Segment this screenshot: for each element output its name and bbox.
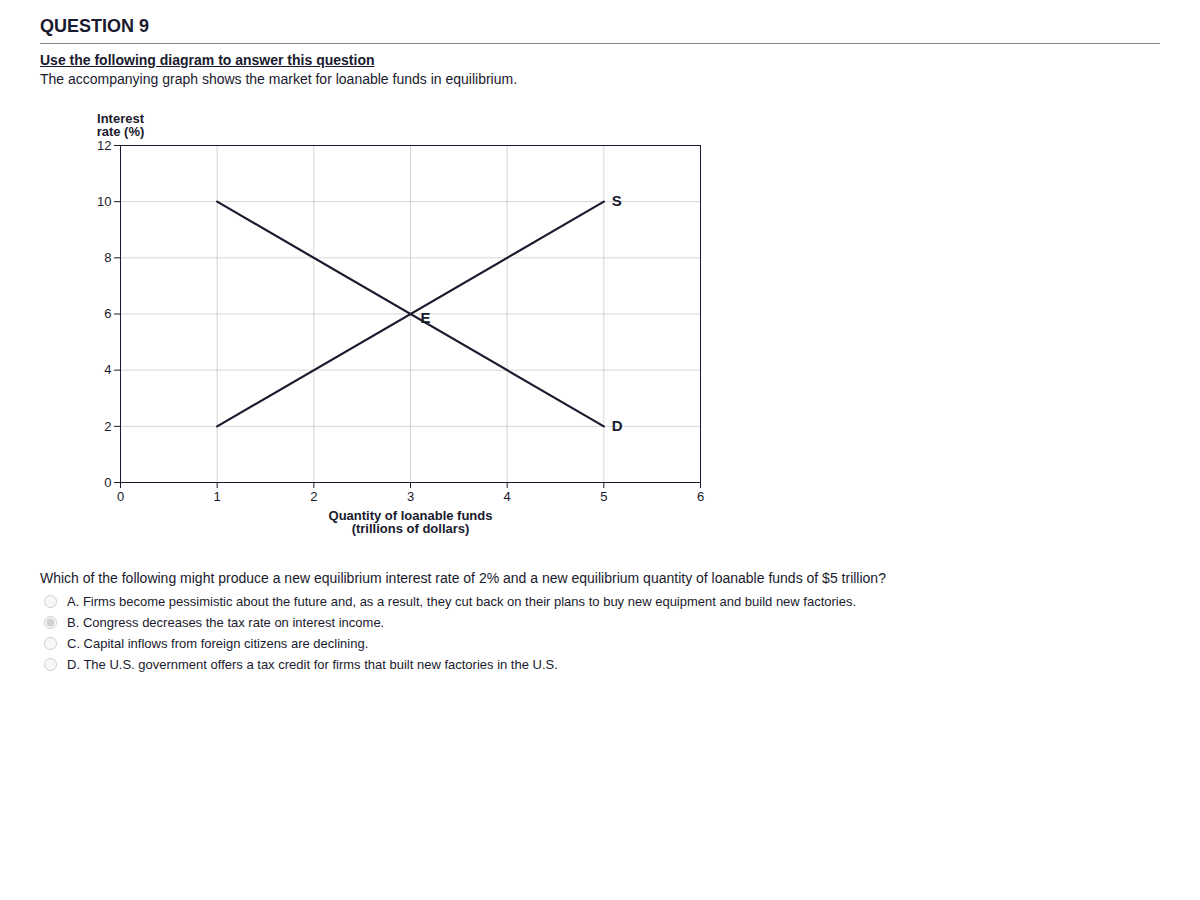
- html-text:The accompanying graph shows t: The accompanying graph shows the market …: [40, 71, 517, 87]
- svg-text:6: 6: [697, 489, 704, 504]
- svg-text:6: 6: [104, 306, 111, 321]
- svg-text:S: S: [612, 192, 622, 209]
- svg-text:12: 12: [97, 138, 111, 153]
- html-text:Use the following diagram to a: Use the following diagram to answer this…: [40, 52, 375, 68]
- html-text:Which of the following might p: Which of the following might produce a n…: [40, 570, 886, 586]
- svg-text:4: 4: [104, 362, 111, 377]
- svg-text:Interestrate (%): Interestrate (%): [97, 111, 145, 139]
- svg-text:3: 3: [407, 489, 414, 504]
- svg-text:8: 8: [104, 250, 111, 265]
- svg-text:Quantity of loanable funds(tri: Quantity of loanable funds(trillions of …: [329, 508, 493, 536]
- svg-text:5: 5: [600, 489, 607, 504]
- html-text:D. The U.S. government offers: D. The U.S. government offers a tax cred…: [67, 657, 558, 672]
- svg-text:1: 1: [214, 489, 221, 504]
- svg-text:D: D: [612, 417, 623, 434]
- html-text:QUESTION 9: QUESTION 9: [40, 16, 149, 36]
- svg-text:2: 2: [310, 489, 317, 504]
- svg-text:10: 10: [97, 194, 111, 209]
- svg-text:0: 0: [117, 489, 124, 504]
- svg-text:0: 0: [104, 475, 111, 490]
- svg-text:2: 2: [104, 418, 111, 433]
- svg-text:E: E: [421, 309, 431, 326]
- svg-text:4: 4: [504, 489, 511, 504]
- html-text:C. Capital inflows from foreig: C. Capital inflows from foreign citizens…: [67, 636, 369, 651]
- html-text:A. Firms become pessimistic ab: A. Firms become pessimistic about the fu…: [67, 594, 857, 609]
- html-text:B. Congress decreases the tax: B. Congress decreases the tax rate on in…: [67, 615, 385, 630]
